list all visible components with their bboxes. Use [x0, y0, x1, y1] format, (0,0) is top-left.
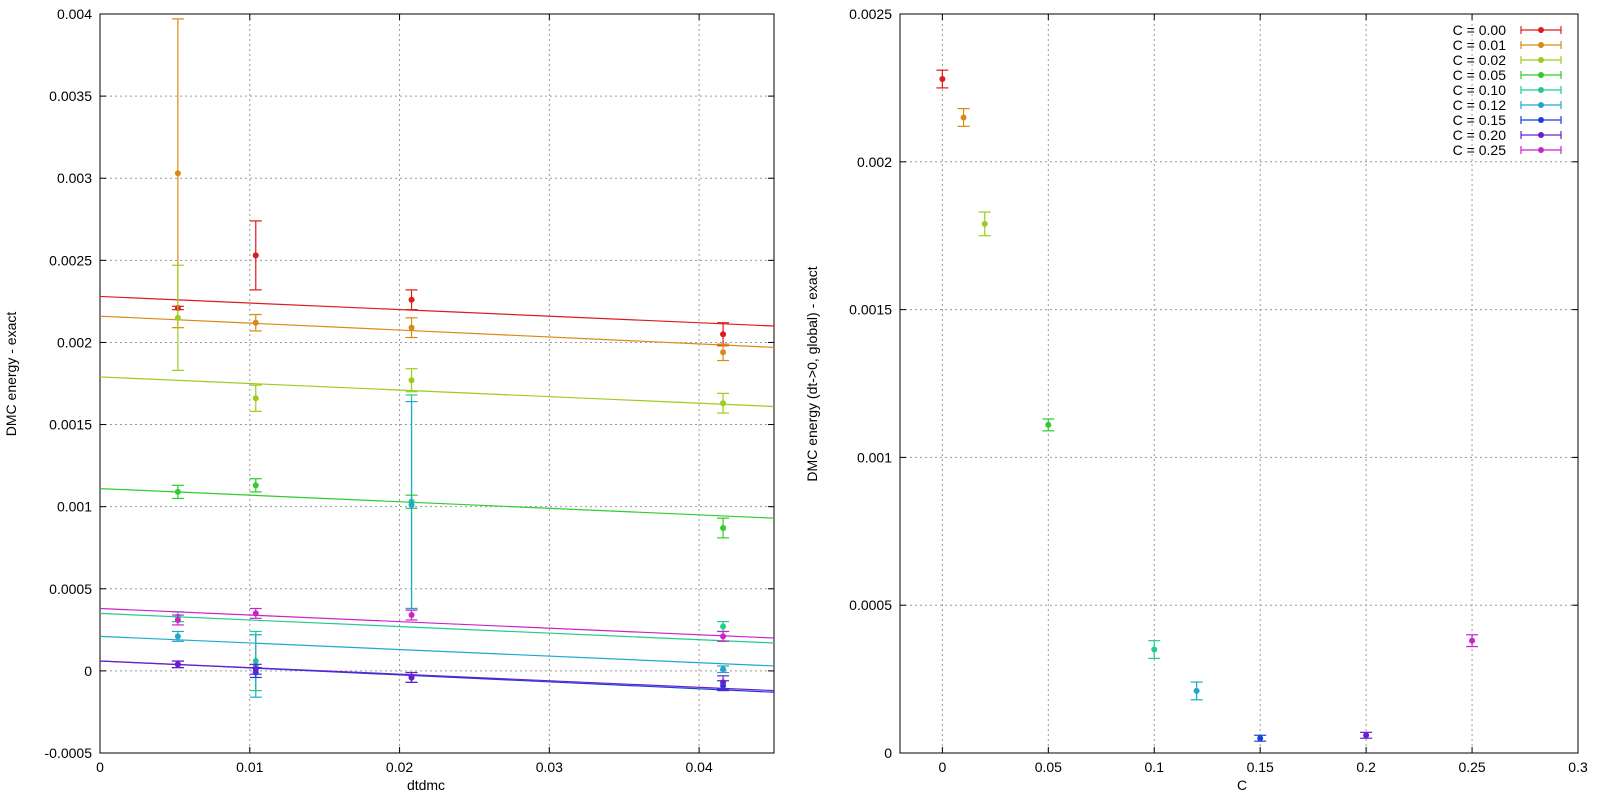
data-point: [960, 114, 967, 121]
legend-marker: [1538, 147, 1544, 153]
legend: C = 0.00C = 0.01C = 0.02C = 0.05C = 0.10…: [1453, 22, 1562, 158]
y-tick-label: 0.0005: [49, 581, 92, 597]
legend-label: C = 0.20: [1453, 127, 1507, 143]
data-point: [252, 482, 259, 489]
y-tick-label: 0.001: [57, 499, 92, 515]
y-tick-label: 0.0035: [49, 88, 92, 104]
data-point: [174, 170, 181, 177]
data-point: [252, 666, 259, 673]
data-point: [720, 400, 727, 407]
x-tick-label: 0.1: [1145, 759, 1165, 775]
data-point: [720, 633, 727, 640]
data-point: [939, 76, 946, 83]
data-point: [720, 525, 727, 532]
y-tick-label: 0.0005: [849, 597, 892, 613]
y-tick-label: 0: [84, 663, 92, 679]
data-point: [720, 331, 727, 338]
right-chart: C DMC energy (dt->0, global) - exact 0 0.…: [804, 6, 1588, 793]
legend-marker: [1538, 72, 1544, 78]
data-point: [720, 349, 727, 356]
x-tick-label: 0.02: [386, 759, 413, 775]
right-xlabel: C: [1237, 777, 1247, 793]
data-point: [981, 220, 988, 227]
x-tick-label: 0.3: [1568, 759, 1588, 775]
data-point: [408, 324, 415, 331]
y-tick-label: 0.0015: [849, 302, 892, 318]
y-tick-label: 0.002: [857, 154, 892, 170]
y-tick-label: 0.0025: [849, 6, 892, 22]
fit-line: [99, 660, 775, 692]
left-chart: dtdmc DMC energy - exact 0 0.01 0.02 0.03 0.…: [3, 6, 775, 793]
y-tick-label: 0.003: [57, 170, 92, 186]
data-point: [408, 296, 415, 303]
fit-line: [99, 376, 775, 408]
data-point: [252, 319, 259, 326]
data-point: [174, 616, 181, 623]
right-ylabel: DMC energy (dt->0, global) - exact: [804, 266, 820, 481]
y-tick-label: 0.0025: [49, 252, 92, 268]
left-ylabel: DMC energy - exact: [3, 312, 19, 437]
x-tick-label: 0.05: [1035, 759, 1062, 775]
data-point: [174, 488, 181, 495]
y-tick-label: 0.001: [857, 449, 892, 465]
legend-marker: [1538, 57, 1544, 63]
data-point: [252, 395, 259, 402]
data-point: [408, 502, 415, 509]
fit-line: [99, 635, 775, 667]
left-xlabel: dtdmc: [407, 777, 445, 793]
x-tick-label: 0: [96, 759, 104, 775]
data-point: [1469, 637, 1476, 644]
data-point: [1045, 421, 1052, 428]
legend-label: C = 0.12: [1453, 97, 1507, 113]
x-tick-label: 0.25: [1458, 759, 1485, 775]
data-point: [1193, 687, 1200, 694]
legend-label: C = 0.10: [1453, 82, 1507, 98]
legend-marker: [1538, 42, 1544, 48]
y-tick-label: -0.0005: [45, 745, 93, 761]
data-point: [1363, 732, 1370, 739]
legend-label: C = 0.02: [1453, 52, 1507, 68]
x-tick-label: 0.04: [685, 759, 712, 775]
legend-label: C = 0.00: [1453, 22, 1507, 38]
fit-line: [99, 612, 775, 644]
data-point: [252, 610, 259, 617]
data-point: [1151, 646, 1158, 653]
data-point: [1257, 735, 1264, 742]
data-point: [720, 679, 727, 686]
legend-label: C = 0.15: [1453, 112, 1507, 128]
data-point: [720, 623, 727, 630]
data-point: [174, 633, 181, 640]
x-tick-label: 0.2: [1356, 759, 1376, 775]
data-point: [174, 314, 181, 321]
legend-label: C = 0.25: [1453, 142, 1507, 158]
legend-label: C = 0.01: [1453, 37, 1507, 53]
fit-line: [99, 488, 775, 519]
legend-marker: [1538, 132, 1544, 138]
x-tick-label: 0.03: [536, 759, 563, 775]
legend-marker: [1538, 27, 1544, 33]
data-point: [720, 666, 727, 673]
x-tick-label: 0.15: [1247, 759, 1274, 775]
legend-marker: [1538, 102, 1544, 108]
fit-line: [99, 315, 775, 348]
x-tick-label: 0: [938, 759, 946, 775]
plot-frame: [99, 13, 775, 754]
plot-frame: [899, 13, 1579, 754]
y-tick-label: 0.004: [57, 6, 92, 22]
data-point: [408, 674, 415, 681]
data-point: [408, 612, 415, 619]
y-tick-label: 0.0015: [49, 417, 92, 433]
data-point: [174, 661, 181, 668]
legend-marker: [1538, 87, 1544, 93]
fit-line: [99, 295, 775, 327]
fit-line: [99, 607, 775, 639]
y-tick-label: 0: [884, 745, 892, 761]
legend-label: C = 0.05: [1453, 67, 1507, 83]
data-point: [408, 377, 415, 384]
data-point: [252, 252, 259, 259]
legend-marker: [1538, 117, 1544, 123]
x-tick-label: 0.01: [236, 759, 263, 775]
y-tick-label: 0.002: [57, 334, 92, 350]
